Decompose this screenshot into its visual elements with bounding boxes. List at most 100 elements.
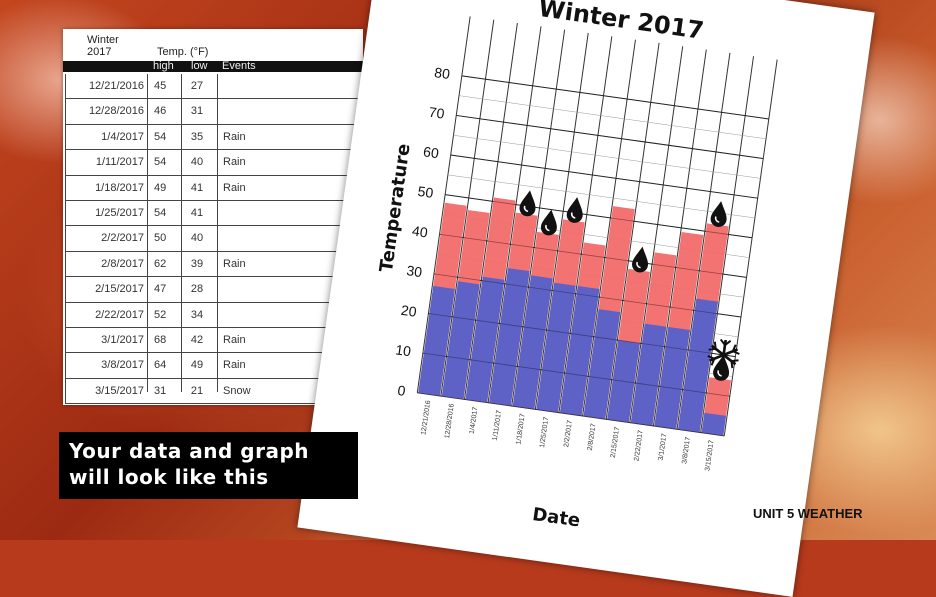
grid-line-vertical [700, 56, 755, 433]
x-tick-label: 1/18/2017 [515, 413, 526, 445]
bar-low [583, 309, 621, 420]
grid-line-vertical [487, 26, 542, 403]
bar-low [607, 340, 640, 423]
grid-line-horizontal [456, 114, 764, 160]
y-tick-label: 80 [433, 64, 451, 82]
col-high: high [153, 60, 174, 72]
cell-low: 39 [190, 257, 204, 270]
table-row: 2/8/2017 62 39 Rain [65, 251, 361, 278]
cell-low: 41 [190, 206, 204, 219]
table-header: Winter 2017 Temp. (°F) high low Events [63, 29, 363, 73]
table-row: 3/1/2017 68 42 Rain [65, 327, 361, 354]
table-row: 1/11/2017 54 40 Rain [65, 150, 361, 176]
table-row: 3/15/2017 31 21 Snow [65, 378, 361, 405]
table-row: 12/21/2016 45 27 [65, 74, 361, 100]
cell-date: 3/15/2017 [95, 384, 144, 397]
grid-line-vertical [416, 16, 471, 393]
cell-event: Rain [223, 257, 246, 270]
grid-line-vertical [605, 42, 660, 420]
cell-event: Rain [223, 156, 246, 169]
cell-event: Rain [223, 130, 246, 143]
table-body: 12/21/2016 45 27 12/28/2016 46 31 1/4/2017 54 35… [65, 74, 361, 405]
cell-high: 49 [154, 181, 167, 194]
rain-drop-icon [710, 201, 727, 227]
bar-low [678, 298, 719, 433]
y-tick-label: 30 [406, 262, 424, 280]
grid-line-minor [447, 174, 755, 219]
grid-line-minor [453, 134, 761, 179]
col-low: low [191, 60, 208, 72]
cell-low: 27 [190, 80, 204, 92]
cell-date: 2/15/2017 [95, 283, 144, 296]
graph-paper: 0 10 20 30 40 50 60 70 80 12/21/2016 12/28/2016 1/4… [297, 0, 875, 597]
grid-line-vertical [723, 59, 778, 436]
col-events: Events [222, 60, 256, 72]
bar-low [630, 323, 667, 426]
y-tick-label: 50 [417, 183, 435, 201]
x-tick-label: 12/21/2016 [420, 400, 432, 436]
cell-low: 40 [190, 156, 204, 169]
column-divider [217, 74, 218, 392]
grid-line-vertical [511, 29, 566, 407]
cell-high: 52 [154, 308, 167, 321]
cell-high: 47 [154, 283, 167, 296]
bar-low [465, 276, 505, 403]
x-tick-label: 1/25/2017 [539, 416, 550, 448]
rain-drop-icon [566, 197, 583, 223]
cell-event: Rain [223, 181, 246, 194]
cell-high: 54 [154, 206, 167, 219]
cell-event: Rain [223, 359, 246, 372]
cell-low: 28 [190, 283, 204, 296]
cell-low: 21 [190, 384, 204, 397]
chart-title: Winter 2017 [537, 0, 706, 45]
grid-line-vertical [652, 49, 707, 426]
grid-line-horizontal [450, 154, 758, 199]
cell-high: 62 [154, 257, 167, 270]
grid-line-overlay [422, 352, 730, 397]
y-tick-label: 60 [422, 143, 440, 161]
caption-line-1: Your data and graph [69, 439, 310, 463]
column-divider [147, 74, 148, 392]
grid-line-overlay [461, 75, 769, 120]
bar-low [536, 282, 576, 413]
bar-low [701, 412, 727, 436]
grid-line-vertical [676, 52, 731, 430]
x-tick-label: 2/8/2017 [587, 423, 598, 451]
cell-date: 2/8/2017 [101, 257, 144, 270]
bar-low [512, 275, 553, 410]
rain-drop-icon [632, 246, 648, 273]
cell-high: 54 [154, 130, 167, 143]
y-tick-label: 0 [397, 382, 407, 399]
grid-line-vertical [558, 36, 613, 413]
x-tick-label: 12/28/2016 [444, 403, 456, 439]
table-title: Winter 2017 [87, 34, 147, 58]
cell-date: 12/21/2016 [88, 80, 144, 92]
cell-low: 41 [190, 181, 204, 194]
cell-date: 2/22/2017 [95, 308, 144, 321]
bar-low [441, 281, 480, 400]
cell-high: 68 [154, 333, 167, 346]
cell-high: 46 [154, 105, 167, 118]
cell-date: 3/1/2017 [101, 333, 144, 346]
x-tick-label: 3/8/2017 [681, 436, 692, 464]
cell-high: 31 [154, 384, 167, 397]
grid-line-overlay [456, 115, 764, 159]
bar-low [489, 268, 530, 406]
table-row: 2/15/2017 47 28 [65, 277, 361, 303]
grid-line-overlay [445, 194, 753, 239]
cell-event: Rain [223, 333, 246, 346]
cell-low: 49 [190, 359, 204, 372]
table-row: 2/22/2017 52 34 [65, 302, 361, 328]
table-row: 12/28/2016 46 31 [65, 99, 361, 125]
cell-date: 2/2/2017 [101, 232, 144, 245]
bar-low [559, 286, 600, 416]
grid-line-overlay [417, 392, 725, 437]
y-axis-label: Temperature [376, 142, 415, 273]
cell-date: 1/11/2017 [95, 156, 144, 169]
x-tick-label: 2/22/2017 [633, 430, 644, 462]
grid-line-overlay [439, 233, 747, 278]
y-tick-label: 40 [411, 223, 429, 241]
x-tick-label: 1/11/2017 [492, 410, 503, 441]
cell-high: 50 [154, 232, 167, 245]
grid-line-overlay [433, 273, 742, 318]
